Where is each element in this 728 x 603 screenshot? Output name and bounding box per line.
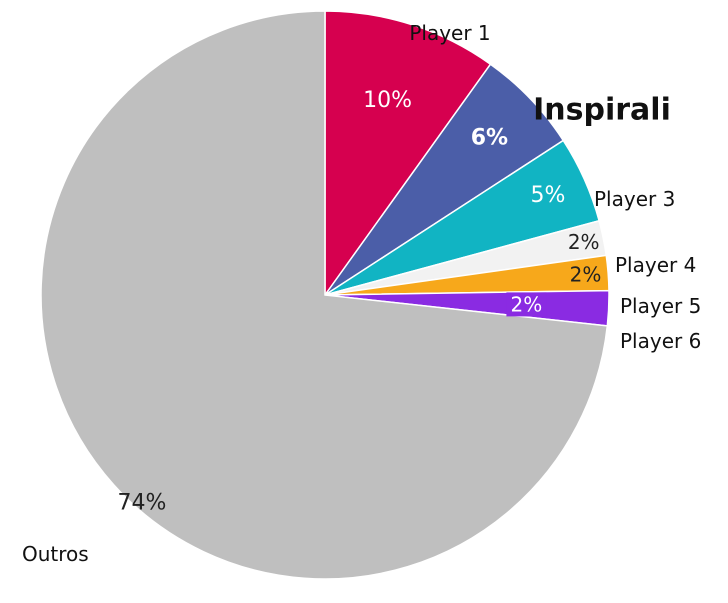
percent-label-outros: 74% [118, 491, 167, 516]
percent-label-bg-player-5 [565, 262, 606, 287]
pie-slice-outros [40, 10, 609, 580]
percent-label-player-5: 2% [570, 263, 602, 287]
percent-label-player-6: 2% [511, 292, 543, 316]
category-label-player-6: Player 6 [620, 329, 701, 353]
percent-label-player-3: 5% [531, 183, 566, 208]
percent-labels: 10%6%5%2%2%2%74% [118, 88, 606, 516]
category-label-player-3: Player 3 [594, 187, 675, 211]
pie-slices [40, 10, 610, 580]
percent-label-player-4: 2% [568, 230, 600, 254]
category-label-outros: Outros [22, 542, 89, 566]
percent-label-player-1: 10% [363, 88, 412, 113]
category-labels: Player 1 Inspirali Player 3 Player 4 Player … [22, 21, 701, 566]
category-label-player-5: Player 5 [620, 294, 701, 318]
category-label-player-4: Player 4 [615, 253, 696, 277]
percent-label-bg-player-6 [506, 292, 547, 317]
category-label-inspirali: Inspirali [533, 93, 671, 128]
category-label-player-1: Player 1 [409, 21, 490, 45]
pie-slice-player-1 [324, 10, 492, 298]
percent-label-inspirali: 6% [471, 126, 508, 151]
